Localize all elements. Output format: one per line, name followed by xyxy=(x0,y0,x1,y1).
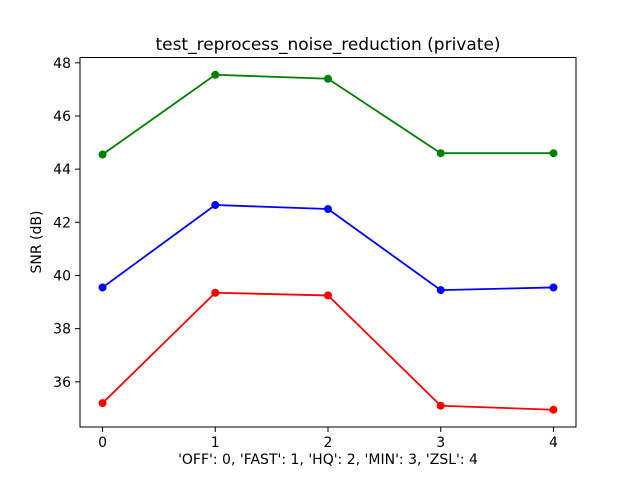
y-tick-label: 40 xyxy=(53,268,71,284)
y-tick-label: 44 xyxy=(53,162,71,178)
data-point-green xyxy=(324,74,332,83)
x-tick-label: 0 xyxy=(98,435,107,451)
data-point-red xyxy=(98,399,107,408)
series-line-green xyxy=(101,73,555,156)
axes-spines xyxy=(79,57,577,428)
data-point-green xyxy=(549,149,558,158)
data-point-green xyxy=(98,150,107,159)
data-point-blue xyxy=(324,205,332,214)
x-tick-label: 1 xyxy=(211,435,220,451)
data-point-blue xyxy=(549,283,558,292)
y-tick-label: 38 xyxy=(53,322,71,338)
data-point-red xyxy=(549,405,558,414)
x-tick-label: 4 xyxy=(549,435,558,451)
data-point-red xyxy=(211,288,220,297)
y-tick-label: 46 xyxy=(53,109,71,125)
data-point-red xyxy=(324,291,332,300)
x-tick-label: 3 xyxy=(436,435,445,451)
data-point-blue xyxy=(98,283,107,292)
data-point-blue xyxy=(436,286,445,295)
data-point-green xyxy=(211,70,220,79)
y-tick-label: 36 xyxy=(53,375,71,391)
y-axis-label: SNR (dB) xyxy=(29,210,45,274)
chart-title: test_reprocess_noise_reduction (private) xyxy=(155,35,501,55)
data-point-green xyxy=(436,149,445,158)
x-axis-label: 'OFF': 0, 'FAST': 1, 'HQ': 2, 'MIN': 3, … xyxy=(178,452,478,468)
y-tick-label: 48 xyxy=(53,56,71,72)
y-tick-label: 42 xyxy=(53,215,71,231)
data-point-red xyxy=(436,401,445,410)
series-line-red xyxy=(101,291,555,411)
x-tick-label: 2 xyxy=(324,435,333,451)
data-point-blue xyxy=(211,201,220,210)
series-line-blue xyxy=(101,204,555,291)
